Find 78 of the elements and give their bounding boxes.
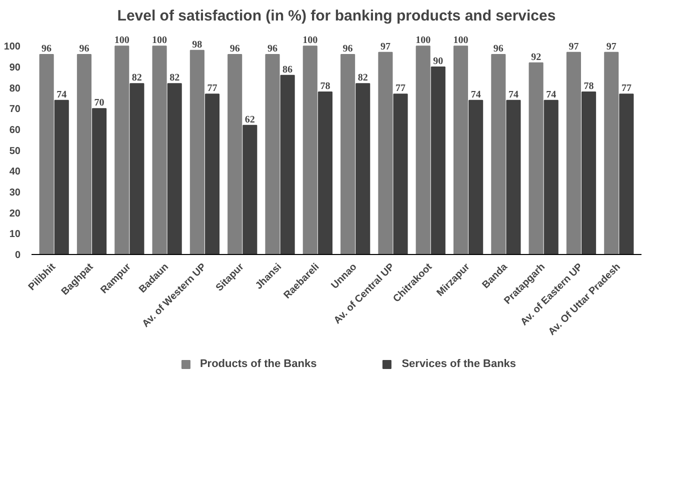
y-tick-label: 0 xyxy=(14,250,21,261)
y-tick-label: 50 xyxy=(9,146,21,157)
data-label: 96 xyxy=(42,44,52,54)
bar xyxy=(491,54,506,254)
bar xyxy=(76,54,92,254)
data-label: 78 xyxy=(584,81,594,92)
data-label: 82 xyxy=(358,72,368,84)
data-label: 96 xyxy=(230,44,240,54)
bar xyxy=(544,100,558,254)
bar xyxy=(92,108,107,254)
data-label: 77 xyxy=(621,83,632,94)
data-label: 74 xyxy=(508,89,518,100)
data-label: 96 xyxy=(342,44,353,54)
bar xyxy=(340,54,356,254)
y-tick-label: 30 xyxy=(9,188,21,198)
bar xyxy=(114,46,130,254)
bar xyxy=(228,54,242,254)
bar xyxy=(265,54,280,254)
legend-label: Services of the Banks xyxy=(402,358,516,370)
bar xyxy=(242,124,258,254)
data-label: 86 xyxy=(282,64,293,76)
bar xyxy=(393,94,408,254)
data-label: 98 xyxy=(192,39,202,50)
bar xyxy=(528,62,544,254)
data-label: 70 xyxy=(94,98,104,109)
data-label: 96 xyxy=(267,44,278,54)
y-tick-label: 40 xyxy=(9,166,21,178)
y-tick-label: 90 xyxy=(9,62,21,74)
y-tick-label: 10 xyxy=(9,229,21,240)
data-label: 82 xyxy=(170,72,180,84)
data-label: 82 xyxy=(132,72,142,84)
y-tick-label: 100 xyxy=(4,42,21,53)
bar xyxy=(619,94,634,254)
bar xyxy=(582,92,596,254)
bar xyxy=(152,46,167,254)
data-label: 74 xyxy=(56,89,67,100)
bar xyxy=(604,52,619,254)
bar xyxy=(39,54,54,254)
bar xyxy=(356,83,370,254)
data-label: 100 xyxy=(302,35,318,46)
bar xyxy=(566,52,581,254)
data-label: 97 xyxy=(380,41,390,52)
data-label: 77 xyxy=(207,83,218,94)
data-label: 100 xyxy=(416,35,431,46)
bar xyxy=(130,83,144,254)
data-label: 62 xyxy=(244,114,255,126)
bar xyxy=(167,83,182,254)
bar xyxy=(468,100,484,254)
bar xyxy=(318,92,332,254)
bar xyxy=(416,46,430,254)
data-label: 97 xyxy=(606,41,616,52)
chart-title: Level of satisfaction (in %) for banking products and services xyxy=(117,8,556,24)
y-tick-label: 70 xyxy=(9,104,21,116)
data-label: 92 xyxy=(531,52,542,63)
y-tick-label: 60 xyxy=(9,125,21,136)
data-label: 74 xyxy=(546,89,556,100)
data-label: 77 xyxy=(396,83,406,94)
bar xyxy=(280,74,295,254)
data-label: 100 xyxy=(453,35,468,46)
bar xyxy=(430,66,446,254)
bar xyxy=(190,50,204,254)
y-tick-label: 80 xyxy=(9,83,21,94)
data-label: 97 xyxy=(568,41,579,52)
data-label: 100 xyxy=(152,35,168,46)
data-label: 74 xyxy=(470,89,481,100)
bar xyxy=(378,52,393,254)
bar xyxy=(54,100,69,254)
bar xyxy=(506,100,521,254)
data-label: 96 xyxy=(79,44,90,54)
bar xyxy=(453,46,468,254)
bar xyxy=(204,94,220,254)
data-label: 96 xyxy=(493,44,504,54)
data-label: 100 xyxy=(114,35,130,46)
bar xyxy=(302,46,318,254)
data-label: 78 xyxy=(320,81,330,92)
data-label: 90 xyxy=(433,56,444,67)
y-tick-label: 20 xyxy=(9,208,21,220)
legend-label: Products of the Banks xyxy=(200,358,317,370)
